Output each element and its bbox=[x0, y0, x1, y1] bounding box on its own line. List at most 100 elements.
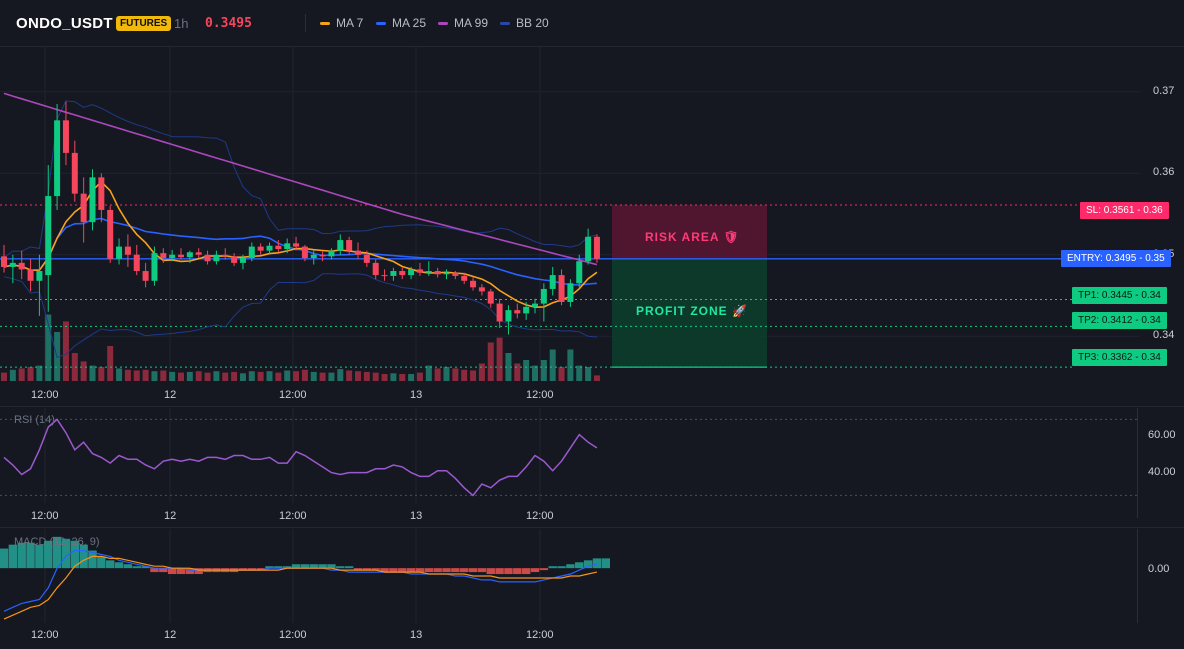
volume-bar bbox=[213, 371, 220, 381]
candle-body bbox=[540, 288, 547, 304]
macd-histogram-bar bbox=[371, 568, 380, 571]
candle-body bbox=[434, 271, 441, 275]
volume-bar bbox=[319, 372, 326, 381]
volume-bar bbox=[284, 370, 291, 381]
macd-histogram-bar bbox=[442, 568, 451, 573]
volume-bar bbox=[355, 371, 361, 381]
legend-ma25[interactable]: MA 25 bbox=[376, 16, 426, 30]
candle-body bbox=[169, 254, 176, 258]
candle-body bbox=[213, 254, 220, 262]
header-divider-line bbox=[0, 46, 1184, 47]
legend-bb20[interactable]: BB 20 bbox=[500, 16, 549, 30]
volume-bar bbox=[514, 363, 521, 381]
ma25-swatch bbox=[376, 21, 386, 25]
symbol-label[interactable]: ONDO_USDT bbox=[16, 15, 113, 32]
volume-bar bbox=[505, 353, 512, 381]
candle-body bbox=[222, 254, 229, 257]
candle-body bbox=[195, 252, 202, 255]
macd-histogram-bar bbox=[70, 540, 79, 569]
macd-histogram-bar bbox=[283, 566, 292, 569]
macd-histogram-bar bbox=[592, 558, 602, 569]
candle-body bbox=[45, 196, 52, 276]
time-tick-label: 12:00 bbox=[31, 629, 59, 641]
volume-bar bbox=[399, 374, 406, 381]
macd-histogram-bar bbox=[575, 562, 584, 569]
time-tick-label: 13 bbox=[410, 389, 423, 401]
volume-bar bbox=[275, 372, 282, 381]
volume-bar bbox=[540, 360, 547, 381]
volume-bar bbox=[434, 368, 441, 381]
time-tick-label: 12:00 bbox=[279, 389, 307, 401]
candle-body bbox=[416, 269, 423, 273]
volume-bar bbox=[576, 365, 583, 381]
ma7-swatch bbox=[320, 21, 330, 25]
tp2-tag: TP2: 0.3412 - 0.34 bbox=[1072, 312, 1167, 329]
volume-bar bbox=[1, 372, 7, 381]
macd-top-divider bbox=[0, 527, 1184, 528]
macd-histogram-bar bbox=[0, 548, 9, 569]
candle-body bbox=[363, 254, 370, 263]
volume-bar bbox=[523, 360, 530, 381]
macd-histogram-bar bbox=[468, 568, 478, 573]
macd-histogram-bar bbox=[353, 568, 363, 571]
volume-bar bbox=[195, 371, 202, 381]
macd-histogram-bar bbox=[433, 568, 442, 573]
macd-histogram-bar bbox=[424, 568, 433, 573]
legend-ma99[interactable]: MA 99 bbox=[438, 16, 488, 30]
candle-body bbox=[346, 240, 353, 251]
candle-body bbox=[558, 275, 565, 302]
volume-bar bbox=[266, 371, 273, 381]
candle-body bbox=[80, 193, 87, 223]
volume-bar bbox=[186, 371, 193, 381]
ma99-swatch bbox=[438, 21, 448, 25]
volume-bar bbox=[372, 372, 379, 381]
bb20-swatch bbox=[500, 21, 510, 25]
volume-bar bbox=[62, 321, 69, 381]
rsi-tick-60: 60.00 bbox=[1148, 429, 1176, 441]
volume-bar bbox=[425, 365, 432, 381]
legend-ma7[interactable]: MA 7 bbox=[320, 16, 363, 30]
macd-histogram-bar bbox=[309, 564, 318, 569]
time-tick-label: 12:00 bbox=[526, 629, 554, 641]
candle-body bbox=[151, 253, 158, 281]
risk-area-label: RISK AREA 🛡 bbox=[645, 230, 740, 244]
volume-bar bbox=[381, 374, 388, 381]
macd-histogram-bar bbox=[52, 536, 62, 569]
volume-bar bbox=[116, 368, 123, 381]
timeframe-label[interactable]: 1h bbox=[174, 16, 189, 31]
macd-histogram-bar bbox=[97, 556, 106, 569]
candle-body bbox=[328, 250, 335, 257]
volume-bar bbox=[107, 346, 114, 381]
macd-histogram-bar bbox=[159, 568, 168, 573]
time-tick-label: 12:00 bbox=[31, 389, 59, 401]
macd-histogram-bar bbox=[362, 568, 372, 571]
volume-bar bbox=[593, 375, 600, 381]
candle-body bbox=[399, 271, 406, 276]
candle-body bbox=[470, 280, 477, 288]
candle-body bbox=[62, 120, 69, 153]
macd-signal-line bbox=[3, 555, 598, 620]
macd-histogram-bar bbox=[26, 542, 35, 569]
volume-bar bbox=[310, 371, 317, 381]
candle-body bbox=[18, 262, 25, 270]
sl-tag: SL: 0.3561 - 0.36 bbox=[1080, 202, 1169, 219]
candle-body bbox=[549, 275, 556, 289]
volume-bar bbox=[487, 342, 494, 381]
candle-body bbox=[186, 252, 193, 258]
macd-histogram-bar bbox=[185, 568, 195, 575]
candle-body bbox=[593, 236, 600, 259]
volume-bar bbox=[98, 367, 105, 381]
volume-bar bbox=[222, 372, 229, 381]
last-price: 0.3495 bbox=[205, 16, 252, 31]
candle-body bbox=[54, 120, 61, 197]
volume-bar bbox=[178, 372, 184, 381]
volume-bar bbox=[142, 369, 149, 381]
macd-histogram-bar bbox=[141, 566, 150, 569]
candle-body bbox=[478, 287, 485, 292]
macd-histogram-bar bbox=[336, 566, 345, 569]
macd-histogram-bar bbox=[318, 564, 327, 569]
macd-histogram-bar bbox=[61, 538, 71, 569]
price-tick-label: 0.37 bbox=[1153, 84, 1175, 97]
candle-body bbox=[505, 310, 512, 322]
